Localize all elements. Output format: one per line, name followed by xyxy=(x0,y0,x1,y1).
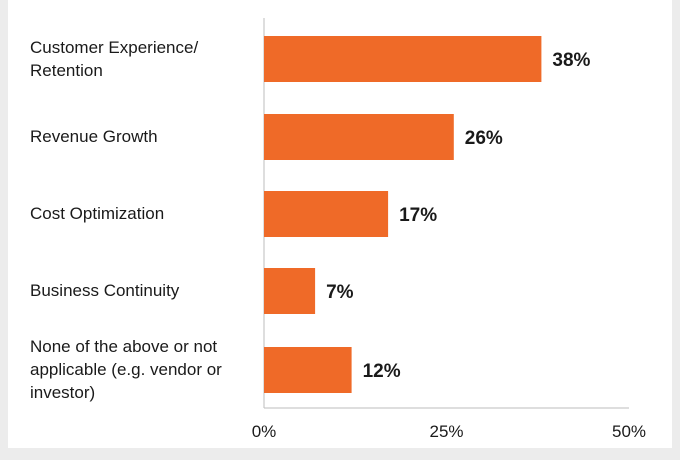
x-tick-label: 0% xyxy=(252,422,277,441)
x-tick-label: 25% xyxy=(429,422,463,441)
bar xyxy=(264,268,316,314)
data-label: 26% xyxy=(465,128,503,149)
data-label: 7% xyxy=(326,282,354,303)
x-tick-label: 50% xyxy=(612,422,646,441)
bar-chart: 38% 26% 17% 7% 12% 0% 25% 50% xyxy=(252,18,646,441)
bar xyxy=(264,191,389,237)
bar xyxy=(264,114,454,160)
category-label: Cost Optimization xyxy=(30,204,165,223)
category-label: Customer Experience/ Retention xyxy=(30,38,199,80)
bar xyxy=(264,36,542,82)
category-label: Revenue Growth xyxy=(30,127,158,146)
category-label: Business Continuity xyxy=(30,281,180,300)
category-label: None of the above or not applicable (e.g… xyxy=(30,337,222,402)
data-label: 38% xyxy=(552,50,590,71)
bar xyxy=(264,347,352,393)
data-label: 17% xyxy=(399,205,437,226)
data-label: 12% xyxy=(363,361,401,382)
chart-panel: Customer Experience/ Retention Revenue Gr… xyxy=(8,0,672,448)
